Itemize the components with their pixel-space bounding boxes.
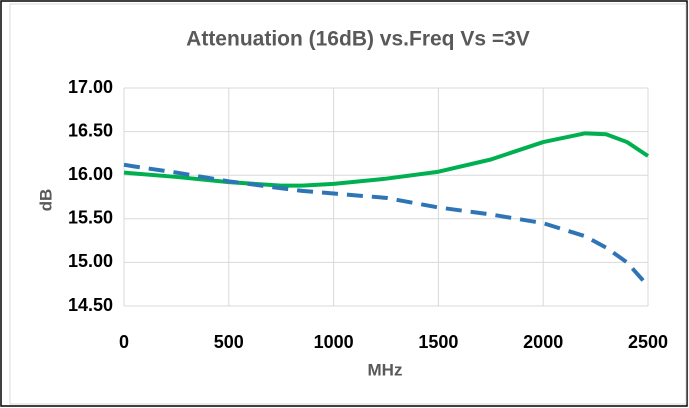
x-tick-label: 2500 bbox=[628, 332, 668, 352]
y-tick-label: 17.00 bbox=[68, 77, 113, 97]
x-axis-label: MHz bbox=[368, 360, 403, 379]
y-tick-label: 14.50 bbox=[68, 295, 113, 315]
series-line bbox=[123, 131, 650, 188]
x-tick-label: 0 bbox=[119, 332, 129, 352]
x-tick-label: 1500 bbox=[418, 332, 458, 352]
y-tick-label: 16.50 bbox=[68, 120, 113, 140]
y-tick-label: 15.50 bbox=[68, 208, 113, 228]
chart-border bbox=[9, 3, 687, 405]
x-tick-label: 500 bbox=[214, 332, 244, 352]
y-axis-label: dB bbox=[36, 189, 55, 212]
y-tick-label: 16.00 bbox=[68, 164, 113, 184]
x-tick-label: 1000 bbox=[314, 332, 354, 352]
series-line bbox=[123, 162, 650, 288]
x-tick-label: 2000 bbox=[523, 332, 563, 352]
y-tick-label: 15.00 bbox=[68, 251, 113, 271]
chart-title: Attenuation (16dB) vs.Freq Vs =3V bbox=[186, 28, 530, 51]
